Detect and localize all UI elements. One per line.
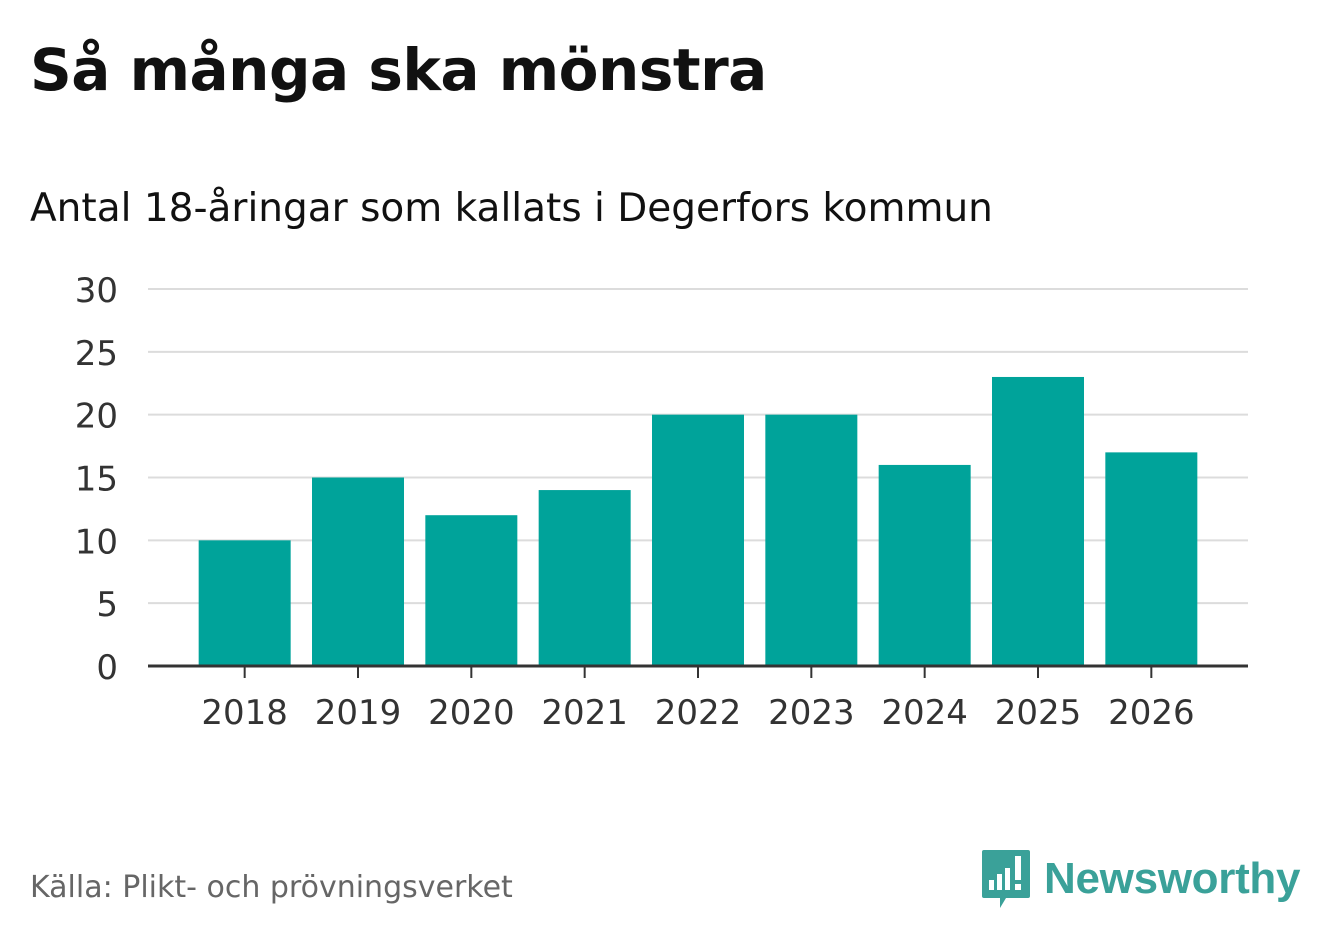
bar-2021 xyxy=(538,490,631,666)
chart-subtitle: Antal 18-åringar som kallats i Degerfors… xyxy=(30,186,993,231)
x-tick-label-2021: 2021 xyxy=(541,693,628,733)
chart-title: Så många ska mönstra xyxy=(30,36,767,104)
newsworthy-logo-icon xyxy=(982,850,1030,908)
x-tick-label-2025: 2025 xyxy=(995,693,1082,733)
bar-2019 xyxy=(312,477,404,666)
y-tick-label-15: 15 xyxy=(75,460,118,500)
y-tick-label-20: 20 xyxy=(75,397,118,437)
bar-2020 xyxy=(425,515,518,666)
x-tick-label-2026: 2026 xyxy=(1108,693,1195,733)
y-tick-label-30: 30 xyxy=(75,271,118,311)
y-tick-label-5: 5 xyxy=(96,585,118,625)
brand-name: Newsworthy xyxy=(1044,854,1301,903)
newsworthy-logo: Newsworthy xyxy=(980,848,1300,910)
bar-2022 xyxy=(652,414,744,666)
bar-2023 xyxy=(765,414,858,666)
x-tick-label-2022: 2022 xyxy=(655,693,742,733)
x-tick-label-2018: 2018 xyxy=(201,693,288,733)
x-tick-label-2020: 2020 xyxy=(428,693,515,733)
y-tick-label-10: 10 xyxy=(75,522,118,562)
x-tick-label-2024: 2024 xyxy=(881,693,968,733)
bar-2024 xyxy=(878,464,971,666)
y-tick-label-0: 0 xyxy=(96,648,118,688)
bar-2026 xyxy=(1105,452,1198,666)
bar-2018 xyxy=(198,540,291,666)
y-tick-label-25: 25 xyxy=(75,334,118,374)
x-tick-label-2023: 2023 xyxy=(768,693,855,733)
source-note: Källa: Plikt- och prövningsverket xyxy=(30,870,513,905)
x-tick-label-2019: 2019 xyxy=(315,693,402,733)
bar-2025 xyxy=(992,376,1084,666)
